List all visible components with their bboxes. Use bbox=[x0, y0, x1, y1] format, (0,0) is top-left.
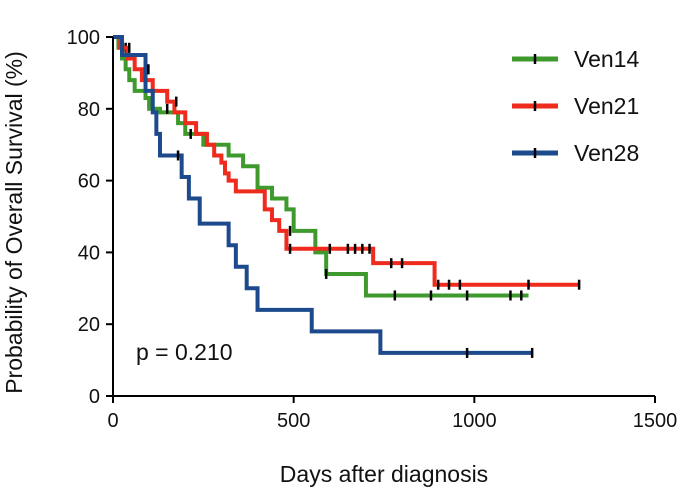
y-tick-label: 80 bbox=[78, 99, 100, 121]
x-tick-label: 500 bbox=[277, 410, 310, 432]
y-tick-label: 60 bbox=[78, 171, 100, 193]
p-value-annotation: p = 0.210 bbox=[136, 339, 233, 365]
y-tick-label: 40 bbox=[78, 242, 100, 264]
x-axis-title: Days after diagnosis bbox=[280, 461, 488, 487]
x-tick-label: 1000 bbox=[452, 410, 497, 432]
y-tick-label: 0 bbox=[89, 386, 100, 408]
series-line-ven14 bbox=[113, 35, 529, 298]
legend-label-ven21: Ven21 bbox=[574, 93, 639, 119]
axes bbox=[112, 37, 655, 397]
legend-label-ven14: Ven14 bbox=[574, 46, 639, 72]
x-tick-label: 0 bbox=[107, 410, 118, 432]
legend: Ven14 Ven21 Ven28 bbox=[512, 46, 639, 166]
series-line-ven21 bbox=[113, 35, 580, 287]
legend-label-ven28: Ven28 bbox=[574, 140, 639, 166]
series-line-ven28 bbox=[113, 35, 533, 355]
y-tick-label: 100 bbox=[67, 27, 100, 49]
x-tick-label: 1500 bbox=[633, 410, 678, 432]
y-axis-title: Probability of Overall Survival (%) bbox=[1, 51, 27, 394]
axis-ticks: 0 500 1000 1500 0 20 40 60 80 100 bbox=[67, 27, 678, 432]
y-tick-label: 20 bbox=[78, 314, 100, 336]
plot-area bbox=[113, 35, 581, 358]
